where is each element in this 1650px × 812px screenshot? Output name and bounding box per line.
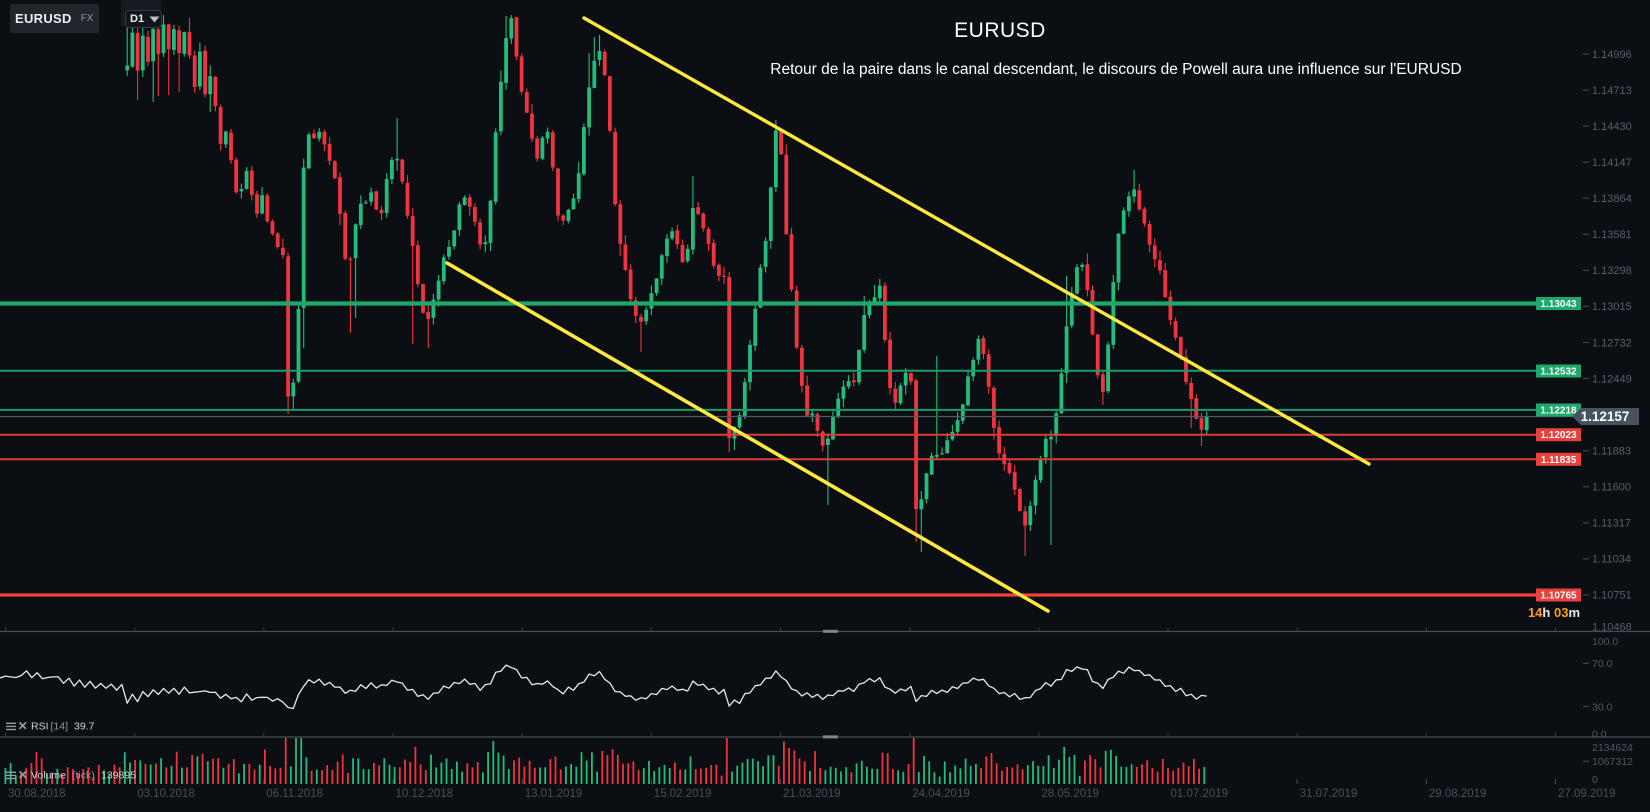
svg-text:30.0: 30.0 — [1592, 701, 1613, 713]
svg-text:1.11317: 1.11317 — [1592, 518, 1631, 530]
svg-text:Volume: Volume — [31, 770, 66, 782]
svg-text:0.0: 0.0 — [1592, 729, 1607, 741]
svg-text:(tick): (tick) — [72, 770, 95, 782]
svg-text:1.14713: 1.14713 — [1592, 85, 1632, 97]
svg-text:1.13864: 1.13864 — [1592, 193, 1632, 205]
svg-text:1.12023: 1.12023 — [1540, 430, 1577, 441]
svg-text:1.10468: 1.10468 — [1592, 622, 1632, 634]
svg-text:28.05.2019: 28.05.2019 — [1041, 788, 1099, 800]
svg-text:RSI: RSI — [31, 721, 49, 733]
svg-text:24.04.2019: 24.04.2019 — [912, 788, 970, 800]
svg-text:01.07.2019: 01.07.2019 — [1171, 788, 1229, 800]
svg-text:1067312: 1067312 — [1592, 756, 1633, 768]
svg-text:1.12449: 1.12449 — [1592, 373, 1632, 385]
svg-text:1.12218: 1.12218 — [1540, 406, 1577, 417]
svg-text:1.10765: 1.10765 — [1540, 591, 1577, 602]
svg-text:27.09.2019: 27.09.2019 — [1558, 788, 1616, 800]
svg-text:1.13581: 1.13581 — [1592, 229, 1632, 241]
svg-text:1.14996: 1.14996 — [1592, 49, 1632, 61]
svg-text:21.03.2019: 21.03.2019 — [783, 788, 841, 800]
svg-text:1.13015: 1.13015 — [1592, 301, 1632, 313]
svg-text:1.13043: 1.13043 — [1540, 299, 1577, 310]
svg-text:1.13298: 1.13298 — [1592, 265, 1632, 277]
svg-text:[14]: [14] — [51, 721, 69, 733]
svg-text:1.12732: 1.12732 — [1592, 337, 1632, 349]
svg-text:1.14147: 1.14147 — [1592, 157, 1632, 169]
svg-text:139895: 139895 — [101, 770, 136, 782]
svg-text:1.10751: 1.10751 — [1592, 590, 1632, 602]
svg-text:1.11883: 1.11883 — [1592, 446, 1631, 458]
svg-text:1.14430: 1.14430 — [1592, 121, 1632, 133]
svg-text:1.12532: 1.12532 — [1540, 367, 1577, 378]
svg-text:100.0: 100.0 — [1592, 636, 1618, 648]
svg-text:0: 0 — [1592, 774, 1598, 786]
svg-text:2134624: 2134624 — [1592, 742, 1633, 754]
svg-text:10.12.2018: 10.12.2018 — [396, 788, 454, 800]
svg-text:13.01.2019: 13.01.2019 — [525, 788, 583, 800]
svg-text:1.11034: 1.11034 — [1592, 554, 1631, 566]
svg-text:1.12157: 1.12157 — [1581, 409, 1630, 424]
svg-text:30.08.2018: 30.08.2018 — [8, 788, 66, 800]
svg-text:06.11.2018: 06.11.2018 — [266, 788, 323, 800]
svg-text:03.10.2018: 03.10.2018 — [137, 788, 195, 800]
svg-text:29.08.2019: 29.08.2019 — [1429, 788, 1487, 800]
svg-text:1.11835: 1.11835 — [1541, 455, 1577, 466]
svg-text:70.0: 70.0 — [1592, 658, 1613, 670]
svg-text:31.07.2019: 31.07.2019 — [1300, 788, 1358, 800]
svg-text:15.02.2019: 15.02.2019 — [654, 788, 712, 800]
svg-text:1.11600: 1.11600 — [1592, 482, 1631, 494]
svg-text:39.7: 39.7 — [74, 721, 95, 733]
